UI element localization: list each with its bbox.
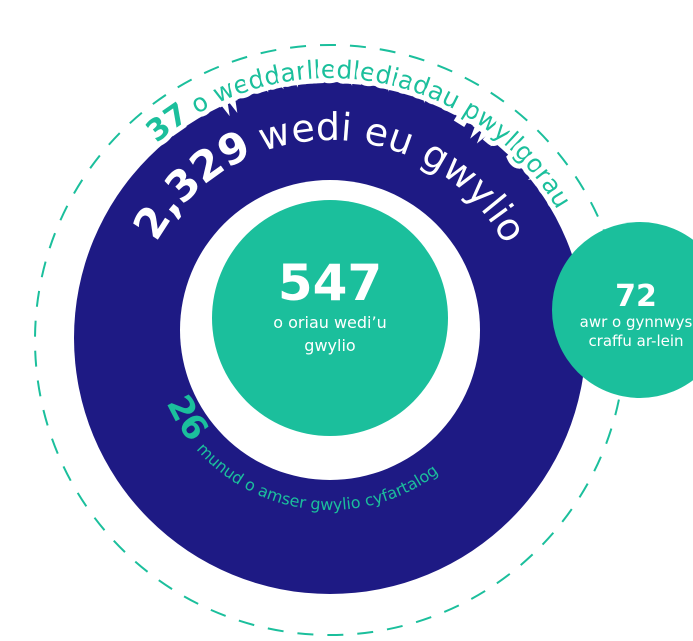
scrutiny-label-1: awr o gynnwys: [580, 313, 693, 331]
hours-label-1: o oriau wedi’u: [273, 313, 386, 332]
scrutiny-label-2: craffu ar-lein: [588, 332, 683, 350]
scrutiny-number: 72: [615, 279, 657, 314]
hours-label-2: gwylio: [304, 336, 355, 355]
teal-circle: [212, 200, 448, 436]
hours-number: 547: [278, 254, 382, 312]
side-circle: [552, 222, 693, 398]
